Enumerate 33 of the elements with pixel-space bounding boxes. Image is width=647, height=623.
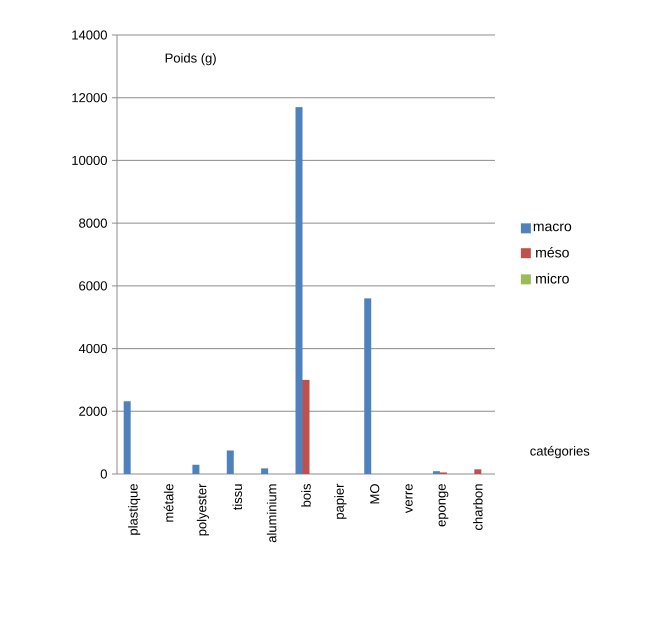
y-tick-label: 10000 [72,156,107,166]
y-tick-label: 14000 [72,30,107,40]
x-tick-label: polyester [196,484,209,536]
y-tick-label: 2000 [79,406,107,416]
bar [302,380,310,474]
legend-label: micro [536,273,569,284]
bar [192,464,200,474]
x-tick-label: tissu [232,484,242,510]
x-tick-label: aluminium [266,484,276,542]
bar [226,450,234,474]
legend-label: macro [534,224,572,232]
bar [364,298,372,474]
x-axis-title: catégories [530,446,590,458]
legend-label: méso [536,247,569,258]
bar [296,107,303,474]
x-tick-label: MO [370,484,380,504]
x-tick-label: eponge [438,484,448,526]
y-tick-label: 8000 [79,218,107,228]
bar [261,468,268,474]
x-tick-label: bois [301,484,311,507]
y-tick-label: 0 [100,469,107,479]
x-tick-label: charbon [473,484,483,530]
bar [124,401,131,474]
x-tick-label: papier [334,484,346,519]
y-tick-label: 12000 [72,93,107,102]
bar [432,471,440,474]
y-axis-title: Poids (g) [166,53,216,66]
x-tick-label: métale [164,484,174,522]
x-tick-label: verre [406,484,413,514]
bar [474,469,482,474]
y-tick-label: 6000 [79,281,107,290]
x-tick-label: plastique [128,484,140,535]
y-tick-label: 4000 [78,344,107,354]
